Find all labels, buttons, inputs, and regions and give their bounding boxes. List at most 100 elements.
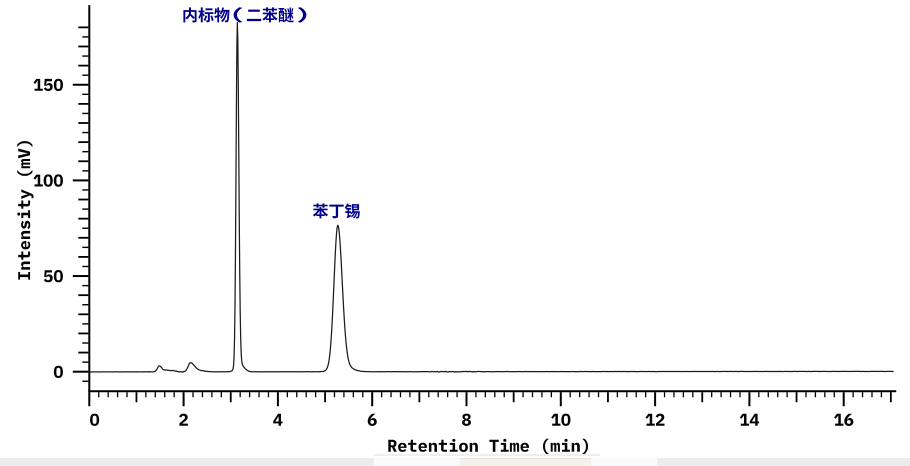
- x-minor-tick: [494, 392, 496, 398]
- x-minor-tick: [220, 392, 222, 398]
- glyph-6: [367, 413, 377, 426]
- x-medium-tick: [512, 392, 515, 403]
- x-minor-tick: [286, 392, 288, 398]
- x-major-tick: [182, 392, 185, 407]
- glyph-m: [550, 442, 560, 452]
- y-minor-tick: [82, 246, 89, 249]
- glyph-e: [418, 442, 427, 452]
- window-edge-strip: [0, 458, 910, 466]
- x-minor-tick: [475, 392, 477, 398]
- y-axis-title: [17, 141, 34, 280]
- glyph-2: [179, 413, 188, 426]
- x-minor-tick: [852, 392, 854, 398]
- x-tick-label: [273, 413, 283, 426]
- y-minor-tick: [82, 93, 89, 96]
- x-major-tick: [748, 392, 751, 407]
- y-medium-tick: [78, 313, 89, 316]
- glyph-): [582, 438, 588, 454]
- x-minor-tick: [861, 392, 864, 398]
- x-minor-tick: [579, 392, 581, 398]
- glyph-(: [17, 169, 33, 176]
- x-minor-tick: [522, 392, 524, 398]
- y-minor-tick: [82, 151, 89, 153]
- glyph-0: [53, 365, 63, 378]
- x-minor-tick: [211, 392, 213, 398]
- y-medium-tick: [78, 102, 89, 105]
- glyph-1: [645, 413, 655, 426]
- y-axis-line: [88, 5, 91, 393]
- x-minor-tick: [173, 392, 175, 398]
- glyph-n: [21, 230, 31, 239]
- glyph-i: [17, 210, 31, 219]
- x-minor-tick: [352, 392, 354, 398]
- x-major-tick: [276, 392, 279, 407]
- x-minor-tick: [116, 392, 119, 398]
- x-minor-tick: [616, 392, 619, 398]
- glyph-i: [562, 438, 570, 452]
- y-medium-tick: [78, 294, 89, 297]
- x-tick-label: [462, 413, 471, 426]
- glyph-e: [21, 240, 31, 250]
- y-minor-tick: [82, 74, 89, 76]
- x-minor-tick: [635, 392, 637, 398]
- x-major-tick: [465, 392, 468, 407]
- x-minor-tick: [446, 392, 449, 398]
- window-edge-patch: [460, 458, 591, 466]
- x-minor-tick: [437, 392, 439, 398]
- y-minor-tick: [82, 189, 89, 191]
- y-medium-tick: [78, 236, 89, 239]
- x-minor-tick: [503, 392, 505, 398]
- x-minor-tick: [296, 392, 298, 398]
- x-minor-tick: [645, 392, 647, 398]
- x-major-tick: [842, 392, 845, 407]
- y-major-tick: [72, 370, 89, 373]
- glyph-t: [408, 439, 417, 452]
- x-minor-tick: [711, 392, 713, 398]
- y-medium-tick: [78, 217, 89, 220]
- x-minor-tick: [305, 392, 307, 398]
- y-minor-tick: [82, 227, 89, 229]
- x-minor-tick: [164, 392, 166, 398]
- x-minor-tick: [531, 392, 534, 398]
- glyph-): [17, 141, 33, 148]
- x-minor-tick: [314, 392, 317, 398]
- x-minor-tick: [569, 392, 571, 398]
- glyph-4: [749, 413, 760, 426]
- glyph-o: [459, 442, 468, 452]
- window-edge-patch: [591, 458, 657, 466]
- y-minor-tick: [82, 380, 89, 382]
- x-minor-tick: [739, 392, 741, 398]
- peak-label-internal-standard: [183, 7, 307, 23]
- peak-label-glyphs: [312, 203, 360, 219]
- x-minor-tick: [626, 392, 628, 398]
- x-minor-tick: [154, 392, 156, 398]
- y-minor-tick: [82, 112, 89, 115]
- glyph-0: [53, 78, 63, 91]
- glyph-1: [551, 413, 561, 426]
- x-minor-tick: [258, 392, 260, 398]
- x-minor-tick: [98, 392, 100, 398]
- y-major-tick: [72, 179, 89, 182]
- x-medium-tick: [418, 392, 421, 403]
- glyph-t: [438, 439, 447, 452]
- y-minor-tick: [82, 323, 89, 325]
- x-tick-label: [645, 413, 665, 426]
- y-minor-tick: [82, 208, 89, 210]
- peak-label-analyte: [312, 203, 360, 219]
- glyph-s: [21, 220, 31, 230]
- y-medium-tick: [78, 141, 89, 144]
- y-minor-tick: [82, 361, 89, 363]
- x-axis-title: [388, 438, 588, 454]
- x-minor-tick: [682, 392, 685, 398]
- y-tick-label: [43, 270, 63, 283]
- glyph-1: [834, 413, 844, 426]
- x-tick-label: [551, 413, 571, 426]
- glyph-e: [398, 442, 407, 452]
- glyph-T: [489, 439, 499, 452]
- glyph-m: [509, 442, 520, 452]
- x-tick-label: [179, 413, 188, 426]
- x-minor-tick: [729, 392, 732, 398]
- x-minor-tick: [362, 392, 364, 398]
- y-medium-tick: [78, 45, 89, 48]
- glyph-5: [43, 270, 53, 283]
